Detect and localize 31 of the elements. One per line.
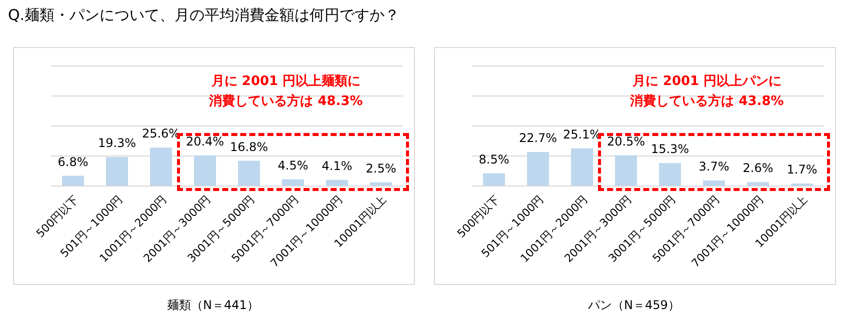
data-label: 16.8% (230, 140, 268, 154)
bar (106, 157, 128, 186)
chart-title: Q.麺類・パンについて、月の平均消費金額は何円ですか？ (8, 6, 400, 25)
bar (747, 182, 769, 186)
bar (527, 152, 549, 186)
x-axis-title: 麺類（N＝441） (166, 297, 260, 314)
data-label: 8.5% (478, 152, 510, 166)
bar (659, 163, 681, 186)
x-axis-title: パン（N＝459） (587, 297, 681, 314)
data-label: 4.5% (278, 158, 308, 172)
bar (571, 148, 593, 186)
bar (703, 180, 725, 186)
data-label: 20.4% (186, 134, 224, 148)
bar (483, 173, 505, 186)
data-label: 22.7% (518, 130, 558, 145)
bar (615, 155, 637, 186)
annotation: 月に 2001 円以上麺類に消費している方は 48.3% (208, 73, 364, 111)
bar (62, 176, 84, 186)
bar (150, 148, 172, 186)
data-label: 4.1% (322, 158, 352, 173)
annotation: 月に 2001 円以上パンに消費している方は 43.8% (629, 73, 785, 111)
data-label: 3.7% (698, 159, 730, 174)
data-label: 1.7% (786, 162, 818, 176)
data-label: 15.3% (650, 142, 690, 156)
bar (194, 155, 216, 186)
bar (238, 160, 260, 186)
data-label: 6.8% (58, 154, 88, 169)
data-label: 19.3% (98, 136, 136, 150)
data-label: 2.5% (366, 161, 396, 176)
data-label: 2.6% (742, 161, 774, 176)
data-label: 20.5% (606, 134, 646, 148)
